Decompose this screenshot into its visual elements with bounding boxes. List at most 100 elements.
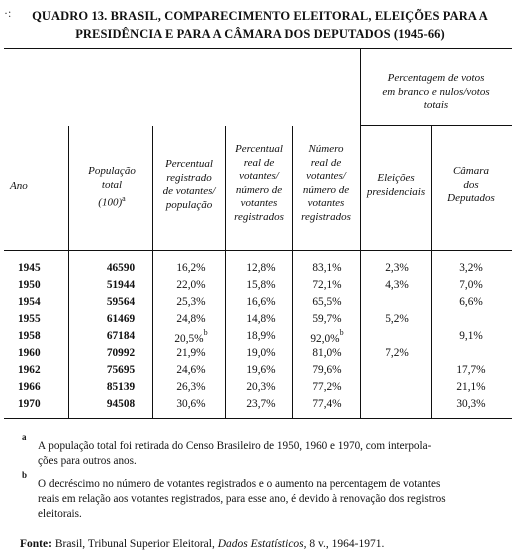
footnote-line: O decréscimo no número de votantes regis… bbox=[38, 477, 508, 492]
numero-real-cell-value: 77,2% bbox=[312, 381, 341, 393]
pct-real-cell: 19,6% bbox=[230, 364, 292, 376]
numero-real-cell-value: 77,4% bbox=[312, 398, 341, 410]
pct-real-cell: 20,3% bbox=[230, 381, 292, 393]
footnote-mark: a bbox=[122, 194, 126, 203]
year-cell: 1950 bbox=[18, 279, 58, 291]
pct-registrado-cell-value: 21,9% bbox=[176, 347, 205, 359]
population-cell-value: 85139 bbox=[107, 381, 135, 393]
header-line: número de bbox=[294, 184, 358, 198]
pct-registrado-cell-value: 30,6% bbox=[176, 398, 205, 410]
population-cell-value: 75695 bbox=[107, 364, 135, 376]
header-line: votantes bbox=[227, 197, 291, 211]
year-cell: 1954 bbox=[18, 296, 58, 308]
header-populacao: População total (100)a bbox=[74, 165, 150, 210]
eleicoes-cell: 7,2% bbox=[366, 347, 428, 359]
population-cell-value: 94508 bbox=[107, 398, 135, 410]
source-text: Brasil, Tribunal Superior Eleitoral, bbox=[52, 538, 218, 550]
pct-registrado-cell: 24,6% bbox=[158, 364, 224, 376]
pct-real-cell: 16,6% bbox=[230, 296, 292, 308]
header-line: Eleições bbox=[362, 172, 430, 186]
footnote-mark: b bbox=[340, 328, 344, 337]
population-cell: 46590 bbox=[92, 262, 150, 274]
population-cell: 85139 bbox=[92, 381, 150, 393]
population-cell-value: 59564 bbox=[107, 296, 135, 308]
header-eleicoes: Eleições presidenciais bbox=[362, 172, 430, 199]
top-rule bbox=[4, 48, 512, 49]
pct-real-cell-value: 15,8% bbox=[246, 279, 275, 291]
numero-real-cell-value: 79,6% bbox=[312, 364, 341, 376]
header-unit: (100) bbox=[98, 197, 122, 209]
year-cell: 1962 bbox=[18, 364, 58, 376]
population-cell: 67184 bbox=[92, 330, 150, 342]
source-label: Fonte: bbox=[20, 538, 52, 550]
footnote-a-mark: a bbox=[22, 432, 27, 442]
header-line: presidenciais bbox=[362, 186, 430, 200]
eleicoes-cell: 2,3% bbox=[366, 262, 428, 274]
numero-real-cell-value: 65,5% bbox=[312, 296, 341, 308]
year-cell: 1960 bbox=[18, 347, 58, 359]
numero-real-cell: 65,5% bbox=[296, 296, 358, 308]
pct-registrado-cell-value: 16,2% bbox=[176, 262, 205, 274]
header-line: Deputados bbox=[433, 192, 509, 206]
camara-cell-value: 7,0% bbox=[459, 279, 483, 291]
camara-cell: 7,0% bbox=[436, 279, 506, 291]
eleicoes-cell-value: 4,3% bbox=[385, 279, 409, 291]
camara-cell: 30,3% bbox=[436, 398, 506, 410]
numero-real-cell: 72,1% bbox=[296, 279, 358, 291]
pct-real-cell: 15,8% bbox=[230, 279, 292, 291]
header-line: registrado bbox=[154, 172, 224, 186]
pct-registrado-cell: 24,8% bbox=[158, 313, 224, 325]
eleicoes-cell-value: 2,3% bbox=[385, 262, 409, 274]
camara-cell-value: 21,1% bbox=[456, 381, 485, 393]
pct-registrado-cell-value: 26,3% bbox=[176, 381, 205, 393]
header-line: total bbox=[74, 179, 150, 193]
camara-cell: 6,6% bbox=[436, 296, 506, 308]
table-row: 1955 61469 24,8% 14,8% 59,7% 5,2% bbox=[0, 313, 520, 330]
population-cell: 70992 bbox=[92, 347, 150, 359]
source-tail: , 8 v., 1964-1971. bbox=[304, 538, 385, 550]
header-camara: Câmara dos Deputados bbox=[433, 165, 509, 206]
camara-cell-value: 6,6% bbox=[459, 296, 483, 308]
header-line: população bbox=[154, 199, 224, 213]
pct-real-cell-value: 19,0% bbox=[246, 347, 275, 359]
year-cell-value: 1966 bbox=[18, 381, 41, 393]
camara-cell: 3,2% bbox=[436, 262, 506, 274]
population-cell: 59564 bbox=[92, 296, 150, 308]
year-cell: 1955 bbox=[18, 313, 58, 325]
table-row: 1970 94508 30,6% 23,7% 77,4% 30,3% bbox=[0, 398, 520, 415]
eleicoes-cell-value: 5,2% bbox=[385, 313, 409, 325]
table-title-line-2: PRESIDÊNCIA E PARA A CÂMARA DOS DEPUTADO… bbox=[0, 27, 520, 42]
pct-real-cell: 18,9% bbox=[230, 330, 292, 342]
pct-real-cell-value: 20,3% bbox=[246, 381, 275, 393]
pct-registrado-cell-value: 20,5% bbox=[174, 333, 203, 345]
header-line: real de bbox=[294, 157, 358, 171]
year-cell-value: 1950 bbox=[18, 279, 41, 291]
pct-real-cell-value: 14,8% bbox=[246, 313, 275, 325]
year-cell-value: 1954 bbox=[18, 296, 41, 308]
year-cell: 1970 bbox=[18, 398, 58, 410]
pct-real-cell: 19,0% bbox=[230, 347, 292, 359]
numero-real-cell-value: 92,0% bbox=[310, 333, 339, 345]
camara-cell-value: 3,2% bbox=[459, 262, 483, 274]
footnote-b-mark: b bbox=[22, 470, 27, 480]
header-pct-registrado: Percentual registrado de votantes/ popul… bbox=[154, 158, 224, 212]
pct-real-cell-value: 16,6% bbox=[246, 296, 275, 308]
pct-registrado-cell-value: 22,0% bbox=[176, 279, 205, 291]
header-line: Percentual bbox=[227, 143, 291, 157]
pct-registrado-cell: 26,3% bbox=[158, 381, 224, 393]
population-cell: 61469 bbox=[92, 313, 150, 325]
pct-real-cell: 12,8% bbox=[230, 262, 292, 274]
header-numero-real: Número real de votantes/ número de votan… bbox=[294, 143, 358, 224]
population-cell-value: 70992 bbox=[107, 347, 135, 359]
table-row: 1962 75695 24,6% 19,6% 79,6% 17,7% bbox=[0, 364, 520, 381]
header-line: votantes bbox=[294, 197, 358, 211]
camara-cell-value: 17,7% bbox=[456, 364, 485, 376]
pct-registrado-cell: 25,3% bbox=[158, 296, 224, 308]
year-cell-value: 1945 bbox=[18, 262, 41, 274]
header-line: Câmara bbox=[433, 165, 509, 179]
camara-cell: 9,1% bbox=[436, 330, 506, 342]
population-cell-value: 51944 bbox=[107, 279, 135, 291]
header-line: Número bbox=[294, 143, 358, 157]
pct-registrado-cell: 30,6% bbox=[158, 398, 224, 410]
